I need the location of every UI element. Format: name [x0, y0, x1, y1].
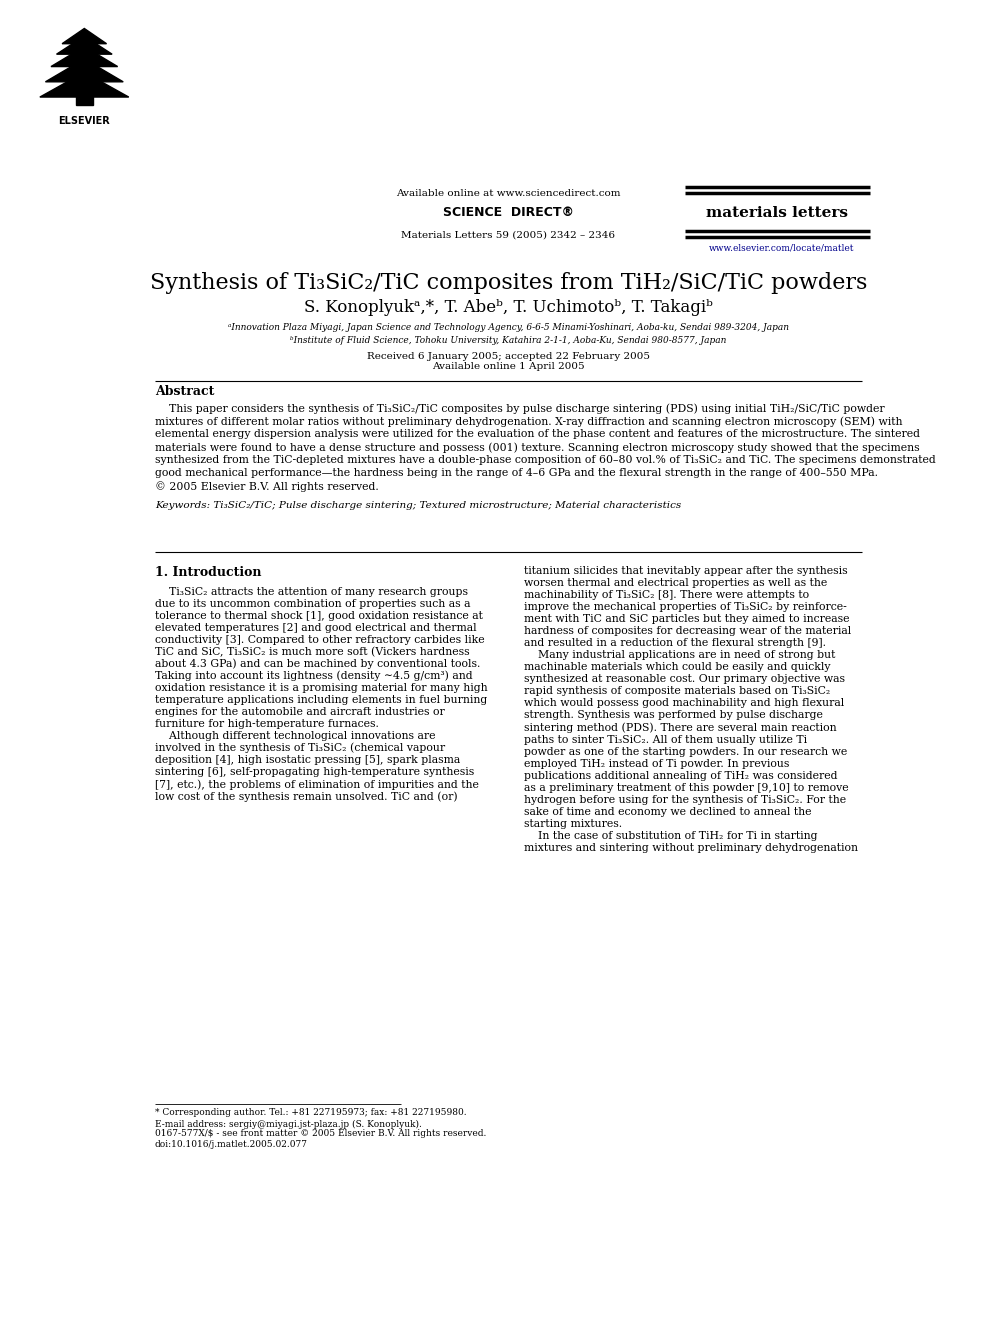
Text: * Corresponding author. Tel.: +81 227195973; fax: +81 227195980.: * Corresponding author. Tel.: +81 227195… — [155, 1109, 466, 1117]
Text: due to its uncommon combination of properties such as a: due to its uncommon combination of prope… — [155, 598, 470, 609]
Text: synthesized at reasonable cost. Our primary objective was: synthesized at reasonable cost. Our prim… — [524, 675, 845, 684]
Text: ᵃInnovation Plaza Miyagi, Japan Science and Technology Agency, 6-6-5 Minami-Yosh: ᵃInnovation Plaza Miyagi, Japan Science … — [228, 323, 789, 332]
Text: employed TiH₂ instead of Ti powder. In previous: employed TiH₂ instead of Ti powder. In p… — [524, 758, 790, 769]
Text: ELSEVIER: ELSEVIER — [59, 116, 110, 126]
Text: machinability of Ti₃SiC₂ [8]. There were attempts to: machinability of Ti₃SiC₂ [8]. There were… — [524, 590, 808, 601]
Text: sintering method (PDS). There are several main reaction: sintering method (PDS). There are severa… — [524, 722, 836, 733]
Text: E-mail address: sergiy@miyagi.jst-plaza.jp (S. Konoplyuk).: E-mail address: sergiy@miyagi.jst-plaza.… — [155, 1119, 422, 1129]
Text: Keywords: Ti₃SiC₂/TiC; Pulse discharge sintering; Textured microstructure; Mater: Keywords: Ti₃SiC₂/TiC; Pulse discharge s… — [155, 500, 681, 509]
Text: low cost of the synthesis remain unsolved. TiC and (or): low cost of the synthesis remain unsolve… — [155, 791, 457, 802]
Text: doi:10.1016/j.matlet.2005.02.077: doi:10.1016/j.matlet.2005.02.077 — [155, 1140, 308, 1150]
Text: improve the mechanical properties of Ti₃SiC₂ by reinforce-: improve the mechanical properties of Ti₃… — [524, 602, 846, 613]
Text: In the case of substitution of TiH₂ for Ti in starting: In the case of substitution of TiH₂ for … — [524, 831, 817, 840]
Text: rapid synthesis of composite materials based on Ti₃SiC₂: rapid synthesis of composite materials b… — [524, 687, 830, 696]
Text: [7], etc.), the problems of elimination of impurities and the: [7], etc.), the problems of elimination … — [155, 779, 478, 790]
Text: Available online 1 April 2005: Available online 1 April 2005 — [433, 363, 584, 370]
Text: furniture for high-temperature furnaces.: furniture for high-temperature furnaces. — [155, 718, 379, 729]
Text: which would possess good machinability and high flexural: which would possess good machinability a… — [524, 699, 844, 709]
Text: Materials Letters 59 (2005) 2342 – 2346: Materials Letters 59 (2005) 2342 – 2346 — [402, 230, 615, 239]
Polygon shape — [57, 36, 112, 54]
Text: Ti₃SiC₂ attracts the attention of many research groups: Ti₃SiC₂ attracts the attention of many r… — [155, 586, 468, 597]
Text: paths to sinter Ti₃SiC₂. All of them usually utilize Ti: paths to sinter Ti₃SiC₂. All of them usu… — [524, 734, 806, 745]
Text: © 2005 Elsevier B.V. All rights reserved.: © 2005 Elsevier B.V. All rights reserved… — [155, 482, 379, 492]
Text: involved in the synthesis of Ti₃SiC₂ (chemical vapour: involved in the synthesis of Ti₃SiC₂ (ch… — [155, 744, 444, 754]
Text: worsen thermal and electrical properties as well as the: worsen thermal and electrical properties… — [524, 578, 827, 589]
Text: materials letters: materials letters — [706, 206, 848, 220]
Text: strength. Synthesis was performed by pulse discharge: strength. Synthesis was performed by pul… — [524, 710, 822, 721]
Text: publications additional annealing of TiH₂ was considered: publications additional annealing of TiH… — [524, 770, 837, 781]
Text: starting mixtures.: starting mixtures. — [524, 819, 622, 828]
Text: elevated temperatures [2] and good electrical and thermal: elevated temperatures [2] and good elect… — [155, 623, 476, 632]
Text: sintering [6], self-propagating high-temperature synthesis: sintering [6], self-propagating high-tem… — [155, 767, 474, 777]
Text: oxidation resistance it is a promising material for many high: oxidation resistance it is a promising m… — [155, 683, 487, 693]
Text: SCIENCE  DIRECT®: SCIENCE DIRECT® — [442, 206, 574, 220]
Text: temperature applications including elements in fuel burning: temperature applications including eleme… — [155, 695, 487, 705]
Text: and resulted in a reduction of the flexural strength [9].: and resulted in a reduction of the flexu… — [524, 639, 825, 648]
Text: deposition [4], high isostatic pressing [5], spark plasma: deposition [4], high isostatic pressing … — [155, 755, 460, 765]
Text: Received 6 January 2005; accepted 22 February 2005: Received 6 January 2005; accepted 22 Feb… — [367, 352, 650, 361]
Text: ment with TiC and SiC particles but they aimed to increase: ment with TiC and SiC particles but they… — [524, 614, 849, 624]
Polygon shape — [76, 95, 92, 105]
Text: powder as one of the starting powders. In our research we: powder as one of the starting powders. I… — [524, 746, 847, 757]
Text: engines for the automobile and aircraft industries or: engines for the automobile and aircraft … — [155, 706, 444, 717]
Text: Abstract: Abstract — [155, 385, 214, 397]
Text: materials were found to have a dense structure and possess (001) texture. Scanni: materials were found to have a dense str… — [155, 442, 920, 452]
Text: tolerance to thermal shock [1], good oxidation resistance at: tolerance to thermal shock [1], good oxi… — [155, 611, 483, 620]
Text: mixtures of different molar ratios without preliminary dehydrogenation. X-ray di: mixtures of different molar ratios witho… — [155, 417, 903, 427]
Text: www.elsevier.com/locate/matlet: www.elsevier.com/locate/matlet — [708, 243, 854, 253]
Text: mixtures and sintering without preliminary dehydrogenation: mixtures and sintering without prelimina… — [524, 843, 858, 853]
Text: ᵇInstitute of Fluid Science, Tohoku University, Katahira 2-1-1, Aoba-Ku, Sendai : ᵇInstitute of Fluid Science, Tohoku Univ… — [291, 336, 726, 344]
Text: Synthesis of Ti₃SiC₂/TiC composites from TiH₂/SiC/TiC powders: Synthesis of Ti₃SiC₂/TiC composites from… — [150, 273, 867, 294]
Text: Many industrial applications are in need of strong but: Many industrial applications are in need… — [524, 651, 835, 660]
Text: good mechanical performance—the hardness being in the range of 4–6 GPa and the f: good mechanical performance—the hardness… — [155, 468, 878, 479]
Text: 1. Introduction: 1. Introduction — [155, 566, 261, 579]
Text: about 4.3 GPa) and can be machined by conventional tools.: about 4.3 GPa) and can be machined by co… — [155, 659, 480, 669]
Text: Available online at www.sciencedirect.com: Available online at www.sciencedirect.co… — [396, 189, 621, 198]
Text: conductivity [3]. Compared to other refractory carbides like: conductivity [3]. Compared to other refr… — [155, 635, 484, 644]
Text: machinable materials which could be easily and quickly: machinable materials which could be easi… — [524, 663, 830, 672]
Polygon shape — [62, 29, 106, 44]
Text: hardness of composites for decreasing wear of the material: hardness of composites for decreasing we… — [524, 626, 851, 636]
Polygon shape — [51, 46, 118, 66]
Text: as a preliminary treatment of this powder [9,10] to remove: as a preliminary treatment of this powde… — [524, 783, 848, 792]
Polygon shape — [40, 73, 129, 97]
Text: TiC and SiC, Ti₃SiC₂ is much more soft (Vickers hardness: TiC and SiC, Ti₃SiC₂ is much more soft (… — [155, 647, 469, 658]
Text: elemental energy dispersion analysis were utilized for the evaluation of the pha: elemental energy dispersion analysis wer… — [155, 430, 920, 439]
Text: sake of time and economy we declined to anneal the: sake of time and economy we declined to … — [524, 807, 811, 816]
Text: Taking into account its lightness (density ∼4.5 g/cm³) and: Taking into account its lightness (densi… — [155, 671, 472, 681]
Text: synthesized from the TiC-depleted mixtures have a double-phase composition of 60: synthesized from the TiC-depleted mixtur… — [155, 455, 935, 466]
Text: 0167-577X/$ - see front matter © 2005 Elsevier B.V. All rights reserved.: 0167-577X/$ - see front matter © 2005 El… — [155, 1129, 486, 1138]
Text: titanium silicides that inevitably appear after the synthesis: titanium silicides that inevitably appea… — [524, 566, 847, 577]
Text: S. Konoplyukᵃ,*, T. Abeᵇ, T. Uchimotoᵇ, T. Takagiᵇ: S. Konoplyukᵃ,*, T. Abeᵇ, T. Uchimotoᵇ, … — [304, 299, 713, 316]
Polygon shape — [46, 60, 123, 82]
Text: hydrogen before using for the synthesis of Ti₃SiC₂. For the: hydrogen before using for the synthesis … — [524, 795, 846, 804]
Text: Although different technological innovations are: Although different technological innovat… — [155, 730, 435, 741]
Text: This paper considers the synthesis of Ti₃SiC₂/TiC composites by pulse discharge : This paper considers the synthesis of Ti… — [155, 404, 885, 414]
